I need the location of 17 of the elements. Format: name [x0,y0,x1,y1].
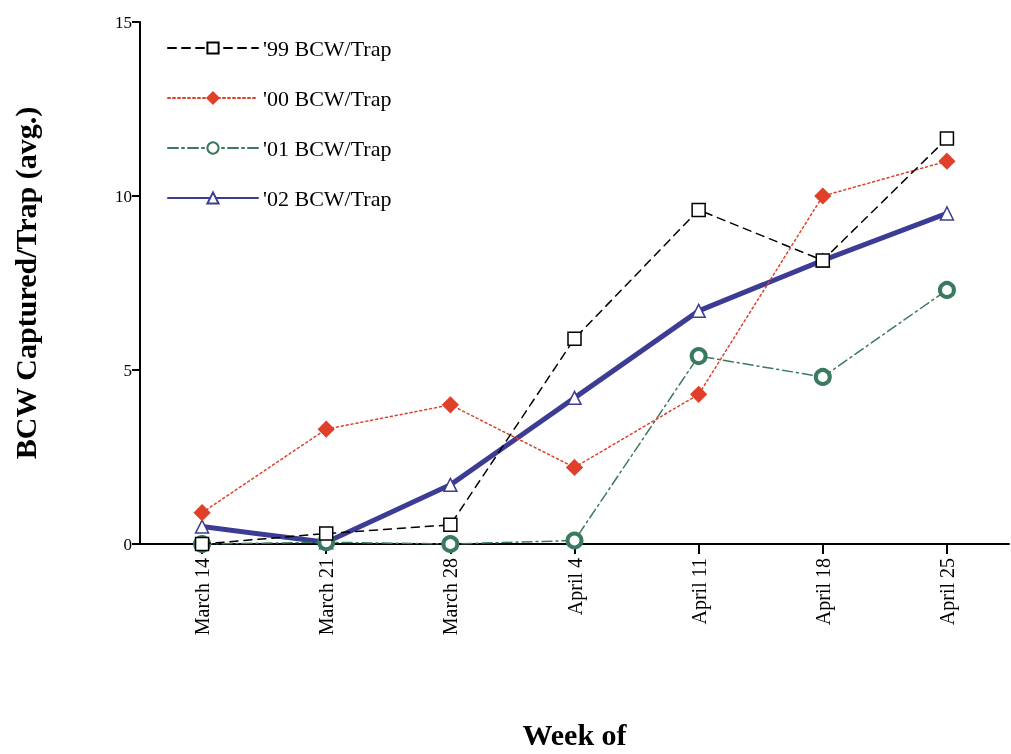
x-tick-label: April 4 [563,558,587,616]
x-tick-label: March 14 [191,558,214,636]
x-tick-label: April 18 [811,558,835,626]
x-tick-label: March 21 [315,558,338,636]
x-axis-title: Week of [522,717,628,751]
y-tick-label: 15 [115,12,132,32]
y-tick-label: 5 [123,360,132,380]
x-tick-label: April 11 [687,558,711,625]
legend-label: '00 BCW/Trap [263,85,392,111]
legend-label: '01 BCW/Trap [263,135,392,161]
y-tick-label: 0 [123,534,132,554]
legend-label: '99 BCW/Trap [263,35,392,61]
legend-label: '02 BCW/Trap [263,185,392,211]
x-tick-label: April 25 [935,558,959,626]
x-tick-label: March 28 [439,558,462,636]
y-axis-title: BCW Captured/Trap (avg.) [8,106,43,460]
y-tick-label: 10 [115,186,132,206]
